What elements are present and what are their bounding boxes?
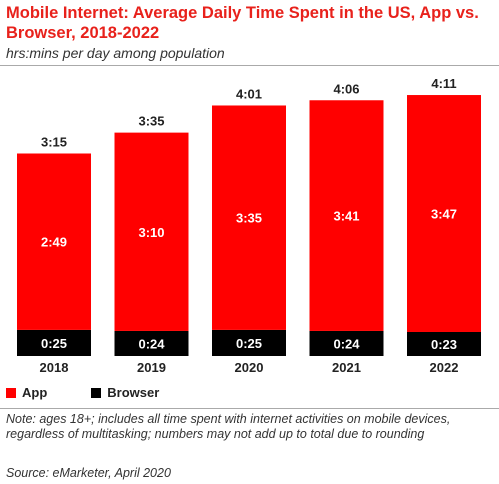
app-label-2019: 3:10 — [138, 225, 164, 240]
bar-app-2018 — [17, 153, 91, 330]
app-label-2021: 3:41 — [333, 209, 359, 224]
bar-app-2021 — [309, 100, 384, 331]
legend-swatch-app — [6, 387, 16, 398]
total-label-2020: 4:01 — [236, 86, 262, 101]
bar-app-2020 — [212, 105, 286, 330]
app-label-2020: 3:35 — [236, 211, 262, 226]
total-label-2021: 4:06 — [333, 81, 359, 96]
browser-label-2021: 0:24 — [333, 336, 360, 351]
stacked-bar-chart: 3:15 2:49 0:25 2018 3:35 3:10 0:24 2019 4:01 3:35… — [17, 76, 481, 375]
legend-item-browser: Browser — [91, 385, 159, 400]
bottom-divider — [0, 408, 499, 409]
chart-title: Mobile Internet: Average Daily Time Spen… — [6, 4, 479, 42]
bar-browser-2020 — [212, 329, 286, 356]
total-label-2022: 4:11 — [431, 76, 456, 91]
bar-app-2019 — [114, 132, 189, 331]
legend-swatch-browser — [91, 387, 102, 398]
x-tick-2022: 2022 — [430, 360, 459, 375]
legend-label-browser: Browser — [107, 385, 160, 400]
x-tick-2021: 2021 — [332, 360, 361, 375]
chart-legend: App Browser — [6, 385, 203, 400]
app-label-2022: 3:47 — [431, 207, 457, 222]
bar-browser-2018 — [17, 329, 91, 356]
browser-label-2018: 0:25 — [41, 336, 67, 351]
x-tick-2018: 2018 — [40, 360, 69, 375]
browser-label-2020: 0:25 — [236, 336, 262, 351]
bar-browser-2022 — [407, 331, 481, 356]
legend-label-app: App — [22, 385, 48, 400]
app-label-2018: 2:49 — [41, 235, 67, 250]
browser-label-2022: 0:23 — [431, 337, 457, 352]
total-label-2019: 3:35 — [138, 114, 164, 129]
legend-item-app: App — [6, 385, 47, 400]
x-tick-2020: 2020 — [235, 360, 264, 375]
x-tick-2019: 2019 — [137, 360, 166, 375]
bar-browser-2019 — [114, 330, 189, 356]
browser-label-2019: 0:24 — [138, 336, 165, 351]
top-divider — [0, 65, 499, 66]
bar-browser-2021 — [309, 330, 384, 356]
footnote: Note: ages 18+; includes all time spent … — [6, 412, 451, 441]
bar-app-2022 — [407, 95, 481, 332]
source-line: Source: eMarketer, April 2020 — [6, 466, 171, 480]
chart-subtitle: hrs:mins per day among population — [6, 45, 225, 61]
total-label-2018: 3:15 — [41, 134, 67, 149]
